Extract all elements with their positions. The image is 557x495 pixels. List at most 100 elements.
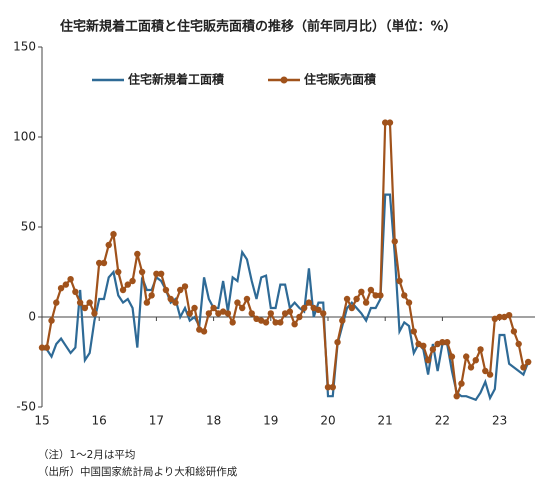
chart-title: 住宅新規着工面積と住宅販売面積の推移（前年同月比）（単位：%）	[60, 19, 457, 35]
note: （注）1～2月は平均	[38, 448, 135, 461]
marker	[439, 339, 446, 346]
y-tick-label: -50	[16, 400, 36, 414]
marker	[53, 299, 60, 306]
marker	[339, 317, 346, 324]
marker	[343, 295, 351, 303]
marker	[420, 342, 427, 349]
marker	[482, 367, 489, 375]
y-tick-label: 0	[28, 310, 36, 324]
marker	[348, 304, 356, 312]
marker	[486, 371, 494, 378]
series-line	[42, 193, 530, 402]
marker	[377, 292, 384, 299]
marker	[367, 286, 375, 294]
marker	[329, 384, 336, 391]
marker	[81, 304, 89, 312]
marker	[405, 299, 413, 306]
marker	[510, 328, 518, 335]
marker	[286, 308, 294, 315]
marker	[205, 310, 213, 317]
marker	[496, 313, 503, 321]
marker	[305, 299, 313, 306]
x-tick-label: 19	[263, 414, 278, 428]
marker	[300, 304, 308, 312]
marker	[372, 292, 379, 299]
marker	[91, 310, 98, 317]
marker	[324, 384, 332, 391]
marker	[72, 288, 79, 295]
marker	[186, 310, 193, 317]
marker	[110, 231, 117, 238]
marker	[362, 299, 370, 306]
marker	[272, 319, 279, 326]
marker	[520, 364, 527, 371]
marker	[391, 238, 398, 245]
marker	[525, 358, 532, 366]
marker	[291, 321, 298, 328]
marker	[57, 285, 65, 292]
marker	[134, 250, 141, 258]
x-tick-label: 15	[34, 414, 49, 428]
y-tick-label: 100	[13, 130, 36, 144]
marker	[239, 304, 246, 312]
y-tick-label: 50	[21, 220, 36, 234]
marker	[396, 277, 403, 285]
marker	[96, 259, 103, 267]
marker	[67, 276, 74, 283]
marker	[429, 346, 437, 353]
marker	[143, 299, 151, 306]
marker	[353, 295, 360, 303]
marker	[443, 339, 451, 346]
marker	[100, 259, 108, 267]
marker	[172, 299, 179, 306]
marker	[76, 299, 84, 306]
marker	[124, 281, 131, 288]
x-tick-label: 18	[206, 414, 221, 428]
marker	[382, 119, 389, 126]
marker	[296, 313, 303, 321]
marker	[334, 339, 341, 346]
x-tick-label: 23	[492, 414, 507, 428]
y-tick-label: 150	[13, 40, 36, 54]
marker	[200, 328, 208, 335]
marker	[119, 286, 127, 294]
marker	[105, 241, 112, 249]
marker	[463, 353, 470, 360]
x-tick-label: 20	[320, 414, 335, 428]
marker	[210, 304, 217, 312]
marker	[62, 281, 70, 288]
marker	[153, 270, 160, 277]
marker	[162, 286, 170, 294]
marker	[138, 268, 146, 276]
marker	[458, 380, 465, 387]
legend-label: 住宅新規着工面積	[128, 72, 225, 87]
marker	[181, 283, 189, 290]
marker	[453, 393, 460, 400]
series-line	[42, 121, 530, 397]
legend-marker	[280, 76, 288, 84]
marker	[315, 306, 322, 313]
marker	[448, 353, 456, 360]
marker	[277, 319, 284, 326]
marker	[358, 288, 365, 295]
marker	[410, 328, 417, 335]
marker	[115, 268, 122, 276]
marker	[157, 270, 165, 277]
marker	[424, 357, 432, 364]
marker	[243, 295, 251, 303]
marker	[167, 295, 174, 303]
marker	[515, 340, 522, 348]
marker	[320, 310, 327, 317]
marker	[234, 299, 241, 306]
x-tick-label: 16	[92, 414, 107, 428]
marker	[177, 286, 184, 294]
marker	[191, 304, 198, 312]
marker	[472, 357, 479, 364]
marker	[129, 277, 136, 285]
marker	[229, 319, 236, 326]
marker	[477, 346, 484, 353]
marker	[505, 312, 513, 319]
x-tick-label: 21	[378, 414, 393, 428]
x-tick-label: 17	[149, 414, 164, 428]
